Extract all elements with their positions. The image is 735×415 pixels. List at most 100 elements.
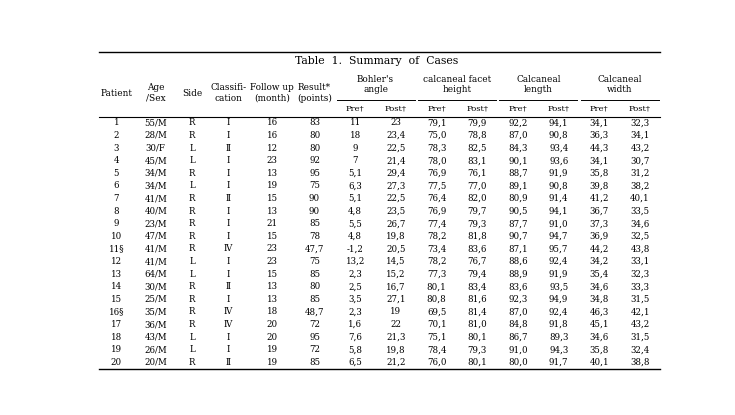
Text: 5: 5 — [113, 169, 119, 178]
Text: Ⅰ: Ⅰ — [226, 345, 230, 354]
Text: Result*
(points): Result* (points) — [297, 83, 332, 103]
Text: -1,2: -1,2 — [347, 244, 364, 254]
Text: 44,2: 44,2 — [589, 244, 609, 254]
Text: 87,0: 87,0 — [508, 131, 528, 140]
Text: R: R — [189, 244, 196, 254]
Text: calcaneal facet
height: calcaneal facet height — [423, 75, 491, 95]
Text: L: L — [189, 181, 195, 190]
Text: 12: 12 — [267, 144, 278, 153]
Text: 27,3: 27,3 — [387, 181, 406, 190]
Text: 85: 85 — [309, 270, 320, 278]
Text: 6,5: 6,5 — [348, 358, 362, 367]
Text: 33,1: 33,1 — [631, 257, 650, 266]
Text: Ⅰ: Ⅰ — [226, 156, 230, 165]
Text: 23: 23 — [267, 156, 278, 165]
Text: 36,9: 36,9 — [589, 232, 609, 241]
Text: R: R — [189, 194, 196, 203]
Text: 90,8: 90,8 — [549, 131, 568, 140]
Text: 86,7: 86,7 — [508, 333, 528, 342]
Text: 95,7: 95,7 — [549, 244, 568, 254]
Text: 23: 23 — [390, 118, 401, 127]
Text: 6,3: 6,3 — [348, 181, 362, 190]
Text: 94,3: 94,3 — [549, 345, 568, 354]
Text: 90,7: 90,7 — [508, 232, 528, 241]
Text: Side: Side — [182, 88, 202, 98]
Text: 81,8: 81,8 — [467, 232, 487, 241]
Text: 76,1: 76,1 — [467, 169, 487, 178]
Text: 23/M: 23/M — [145, 219, 167, 228]
Text: Post†: Post† — [466, 104, 488, 112]
Text: L: L — [189, 156, 195, 165]
Text: 9: 9 — [353, 144, 358, 153]
Text: 6: 6 — [113, 181, 119, 190]
Text: 5,1: 5,1 — [348, 169, 362, 178]
Text: 45/M: 45/M — [145, 156, 167, 165]
Text: 16: 16 — [267, 131, 278, 140]
Text: 77,0: 77,0 — [467, 181, 487, 190]
Text: 33,3: 33,3 — [631, 282, 650, 291]
Text: 80,1: 80,1 — [467, 333, 487, 342]
Text: 29,4: 29,4 — [386, 169, 406, 178]
Text: 82,0: 82,0 — [467, 194, 487, 203]
Text: R: R — [189, 232, 196, 241]
Text: 93,4: 93,4 — [549, 144, 568, 153]
Text: 55/M: 55/M — [145, 118, 167, 127]
Text: 2,3: 2,3 — [348, 270, 362, 278]
Text: 77,3: 77,3 — [427, 270, 446, 278]
Text: 11§: 11§ — [109, 244, 124, 254]
Text: 91,0: 91,0 — [549, 219, 568, 228]
Text: 41/M: 41/M — [144, 244, 167, 254]
Text: 43,2: 43,2 — [631, 144, 650, 153]
Text: 19,8: 19,8 — [386, 345, 406, 354]
Text: 42,1: 42,1 — [631, 308, 650, 317]
Text: 34/M: 34/M — [145, 169, 167, 178]
Text: 23: 23 — [267, 244, 278, 254]
Text: 21,4: 21,4 — [386, 156, 406, 165]
Text: Ⅱ: Ⅱ — [226, 144, 231, 153]
Text: 76,0: 76,0 — [427, 358, 446, 367]
Text: Pre†: Pre† — [427, 104, 446, 112]
Text: 80,9: 80,9 — [508, 194, 528, 203]
Text: 78,2: 78,2 — [427, 232, 446, 241]
Text: 20/M: 20/M — [144, 358, 167, 367]
Text: 90: 90 — [309, 194, 320, 203]
Text: 88,7: 88,7 — [508, 169, 528, 178]
Text: 31,2: 31,2 — [631, 169, 650, 178]
Text: 77,4: 77,4 — [427, 219, 446, 228]
Text: 10: 10 — [110, 232, 122, 241]
Text: 30/F: 30/F — [146, 144, 165, 153]
Text: 18: 18 — [110, 333, 122, 342]
Text: 19,8: 19,8 — [386, 232, 406, 241]
Text: 43/M: 43/M — [145, 333, 167, 342]
Text: 19: 19 — [267, 358, 278, 367]
Text: Ⅳ: Ⅳ — [224, 320, 232, 329]
Text: 83: 83 — [309, 118, 320, 127]
Text: 17: 17 — [111, 320, 122, 329]
Text: 92: 92 — [309, 156, 320, 165]
Text: 4,8: 4,8 — [348, 232, 362, 241]
Text: Pre†: Pre† — [346, 104, 365, 112]
Text: 41/M: 41/M — [144, 194, 167, 203]
Text: 7: 7 — [353, 156, 358, 165]
Text: Ⅱ: Ⅱ — [226, 282, 231, 291]
Text: 31,5: 31,5 — [631, 333, 650, 342]
Text: 35,4: 35,4 — [589, 270, 609, 278]
Text: 19: 19 — [267, 181, 278, 190]
Text: 78,2: 78,2 — [427, 257, 446, 266]
Text: R: R — [189, 207, 196, 216]
Text: 91,0: 91,0 — [508, 345, 528, 354]
Text: 5,8: 5,8 — [348, 345, 362, 354]
Text: 23,5: 23,5 — [387, 207, 406, 216]
Text: 22,5: 22,5 — [386, 144, 406, 153]
Text: 27,1: 27,1 — [386, 295, 406, 304]
Text: 91,8: 91,8 — [549, 320, 568, 329]
Text: 75,1: 75,1 — [427, 333, 446, 342]
Text: 5,5: 5,5 — [348, 219, 362, 228]
Text: 80: 80 — [309, 144, 320, 153]
Text: 94,1: 94,1 — [549, 207, 568, 216]
Text: 79,3: 79,3 — [467, 219, 487, 228]
Text: 78: 78 — [309, 232, 320, 241]
Text: 92,2: 92,2 — [509, 118, 528, 127]
Text: Table  1.  Summary  of  Cases: Table 1. Summary of Cases — [295, 56, 459, 66]
Text: Ⅰ: Ⅰ — [226, 295, 230, 304]
